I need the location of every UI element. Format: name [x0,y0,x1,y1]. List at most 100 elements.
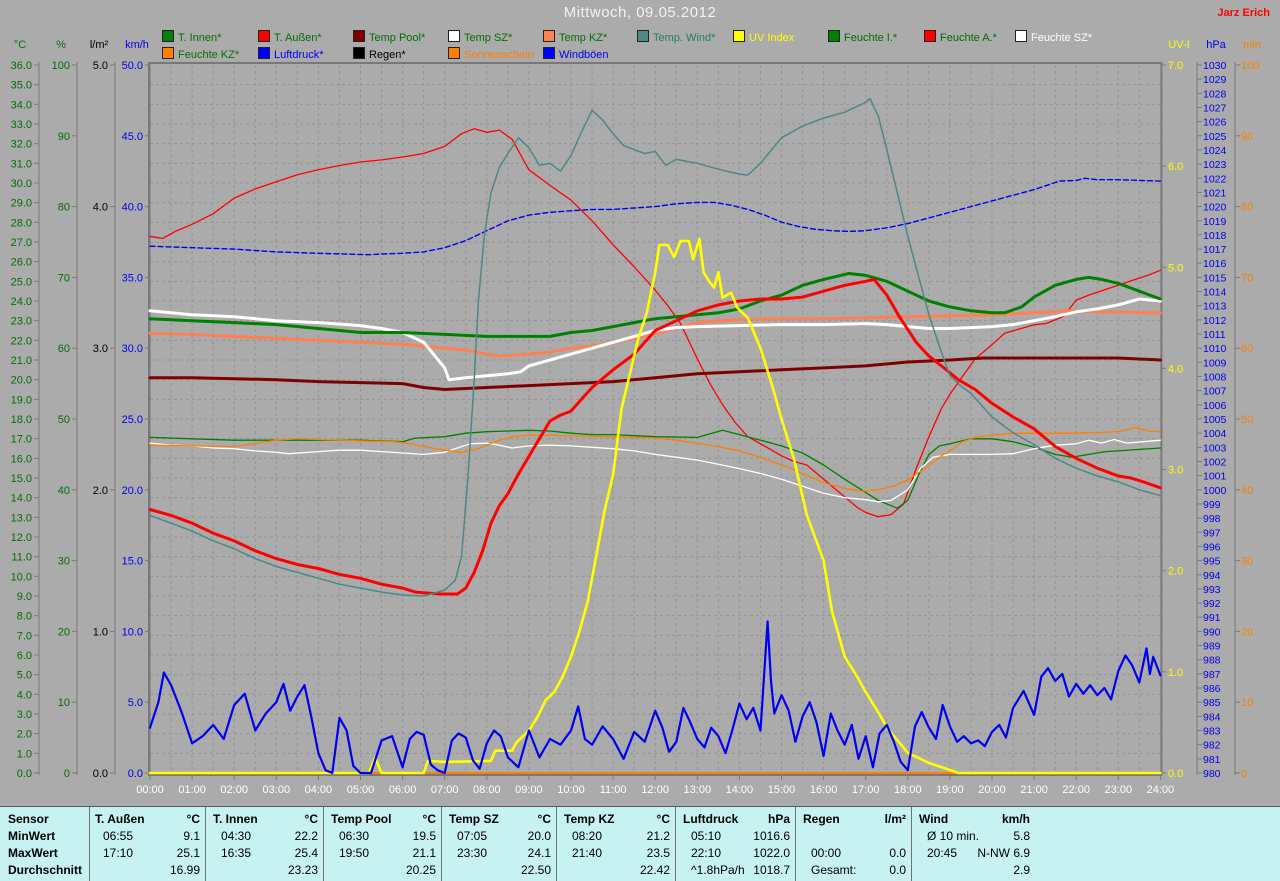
table-cell: 22.50 [520,863,551,877]
x-axis-label: 03:00 [263,784,291,796]
axis-label: 1022 [1203,173,1227,185]
axis-label: 21.0 [11,355,32,367]
axis-label: 30 [58,556,70,568]
legend-item-windböen: Windböen [543,47,609,61]
legend-item-temp-sz-: Temp SZ* [448,30,513,44]
x-axis-label: 24:00 [1147,784,1175,796]
axis-label: 997 [1203,527,1221,539]
axis-label: 50.0 [122,60,143,72]
axis-label: 1.0 [1168,667,1183,679]
table-cell: 17:10 [103,846,134,860]
table-cell: °C [186,812,200,826]
legend-swatch-icon [543,30,555,42]
table-cell: MaxWert [8,846,58,860]
axis-label: 80 [58,202,70,214]
axis-label: 1018 [1203,230,1227,242]
legend-label: Regen* [369,49,406,61]
axis-label: 30 [1241,556,1253,568]
legend-item-temp-kz-: Temp KZ* [543,30,607,44]
axis-label: 25.0 [122,414,143,426]
table-cell: 9.1 [183,829,200,843]
axis-label: 90 [1241,131,1253,143]
axis-label: 100 [52,60,70,72]
table-cell: 23.23 [287,863,318,877]
axis-label: 70 [58,272,70,284]
page-title: Mittwoch, 09.05.2012 [563,4,717,21]
axis-label: 18.0 [11,414,32,426]
x-axis-label: 23:00 [1105,784,1133,796]
axis-label: 992 [1203,598,1221,610]
axis-label: 16.0 [11,453,32,465]
table-cell: 2.9 [1013,863,1030,877]
axis-label: 26.0 [11,257,32,269]
axis-label: 25.0 [11,276,32,288]
axis-label: 982 [1203,740,1221,752]
axis-label: 2.0 [93,485,108,497]
axis-label: 0.0 [17,768,32,780]
axis-label: 994 [1203,570,1221,582]
x-axis-label: 18:00 [894,784,922,796]
table-cell: Ø 10 min. [927,829,980,843]
axis-label: 1030 [1203,60,1227,72]
table-cell: °C [422,812,436,826]
table-column-separator [441,807,442,881]
series-temp-kz [148,309,1162,358]
legend-label: UV Index [749,32,795,44]
table-cell: T. Außen [95,812,145,826]
axis-label: 35.0 [122,272,143,284]
table-cell: °C [304,812,318,826]
table-cell: 22.42 [639,863,670,877]
axis-label: 4.0 [1168,363,1183,375]
legend-swatch-icon [353,47,365,59]
axis-label: 1016 [1203,258,1227,270]
axis-label: 1001 [1203,471,1227,483]
x-axis-label: 15:00 [768,784,796,796]
table-cell: Temp KZ [564,812,615,826]
axis-label: 1002 [1203,456,1227,468]
axis-label: 4.0 [17,689,32,701]
legend-swatch-icon [353,30,365,42]
x-axis-label: 08:00 [473,784,501,796]
table-column-separator [675,807,676,881]
table-column-separator [205,807,206,881]
axis-label: 10 [1241,697,1253,709]
axis-label: 40.0 [122,202,143,214]
axis-label: 1010 [1203,343,1227,355]
table-cell: 07:05 [457,829,488,843]
axis-label: 14.0 [11,493,32,505]
axis-label: 15.0 [122,556,143,568]
table-cell: Luftdruck [683,812,739,826]
x-axis-label: 11:00 [600,784,627,796]
axis-label: 36.0 [11,60,32,72]
weather-chart: 36.0 35.0 34.0 33.0 32.0 31.0 30.0 29.0 28.0 27.0… [11,39,1261,796]
axis-label: 1011 [1203,329,1226,341]
x-axis-label: 02:00 [220,784,248,796]
legend-label: Temp SZ* [464,32,513,44]
table-cell: 16:35 [221,846,252,860]
axis-label: 28.0 [11,217,32,229]
axis-label: 4.0 [93,202,108,214]
table-cell: l/m² [884,812,906,826]
axis-label: 80 [1241,202,1253,214]
legend-label: Feuchte KZ* [178,49,240,61]
axis-label: 989 [1203,641,1221,653]
axis-label: 13.0 [11,512,32,524]
table-column-separator [795,807,796,881]
x-axis-label: 20:00 [978,784,1006,796]
legend-label: Luftdruck* [274,49,324,61]
legend-swatch-icon [448,47,460,59]
legend-swatch-icon [637,30,649,42]
legend-item-feuchte-i-: Feuchte I.* [828,30,897,44]
axis-label: 50 [1241,414,1253,426]
axis-label: 1005 [1203,414,1227,426]
axis-label: 30.0 [122,343,143,355]
axis-label: 10.0 [11,571,32,583]
axis-label: 1017 [1203,244,1227,256]
table-cell: N-NW 6.9 [977,846,1030,860]
x-axis-label: 04:00 [305,784,333,796]
x-axis-label: 10:00 [557,784,585,796]
axis-label: 983 [1203,726,1221,738]
statistics-table: Sensor MinWert MaxWert Durchschnitt T. Außen… [0,806,1280,881]
axis-label: 45.0 [122,131,143,143]
